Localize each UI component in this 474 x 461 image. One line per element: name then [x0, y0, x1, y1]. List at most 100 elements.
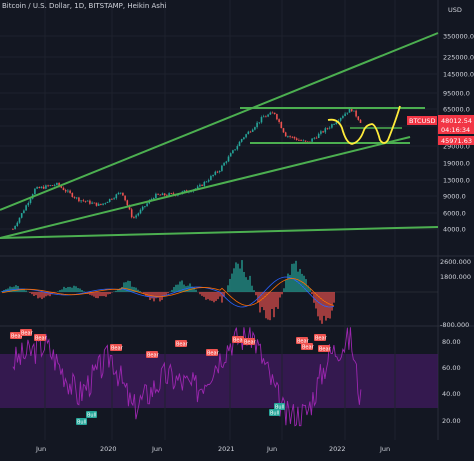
macd-bar — [81, 290, 82, 292]
candle-body — [160, 195, 162, 196]
candle-body — [281, 122, 283, 128]
macd-bar — [69, 287, 70, 292]
candle-body — [135, 215, 137, 217]
candle-body — [19, 218, 21, 223]
macd-bar — [329, 292, 330, 319]
candle-body — [155, 194, 157, 198]
candle-body — [261, 117, 263, 122]
macd-bar — [171, 290, 172, 292]
rsi-tick: 60.00 — [442, 364, 461, 372]
rsi-tick: 80.00 — [442, 338, 461, 346]
candle-body — [272, 113, 274, 114]
macd-bar — [59, 290, 60, 292]
candle-body — [122, 193, 124, 196]
macd-bar — [311, 292, 312, 294]
candle-body — [336, 122, 338, 124]
candle-body — [113, 198, 115, 199]
candle-body — [52, 185, 54, 186]
macd-bar — [253, 290, 254, 292]
candle-body — [300, 140, 302, 141]
candle-body — [212, 175, 214, 176]
candle-body — [36, 187, 38, 189]
macd-bar — [105, 292, 106, 297]
candle-body — [201, 185, 203, 186]
chart-title: Bitcoin / U.S. Dollar, 1D, BITSTAMP, Hei… — [2, 2, 166, 10]
candle-body — [17, 223, 19, 226]
candle-body — [318, 134, 320, 138]
bull-signal-label: Bull — [87, 413, 96, 419]
price-tick: 4000.0 — [443, 226, 466, 234]
candle-body — [320, 131, 322, 134]
candle-body — [283, 128, 285, 132]
macd-bar — [245, 277, 246, 292]
candle-body — [127, 200, 129, 205]
candle-body — [228, 157, 230, 162]
candle-body — [74, 197, 76, 198]
macd-bar — [215, 292, 216, 301]
bear-signal-label: Bear — [147, 353, 160, 359]
candle-body — [63, 188, 65, 190]
bear-signal-label: Bear — [244, 340, 257, 346]
candle-body — [210, 176, 212, 180]
candle-body — [223, 163, 225, 166]
macd-bar — [273, 292, 274, 317]
macd-bar — [321, 292, 322, 324]
candle-body — [263, 116, 265, 117]
macd-bar — [15, 285, 16, 292]
macd-bar — [31, 292, 32, 294]
time-label: Jun — [379, 445, 390, 453]
candle-body — [303, 141, 305, 142]
bear-signal-label: Bear — [21, 331, 34, 337]
macd-bar — [115, 291, 116, 292]
candle-body — [65, 190, 67, 191]
candle-body — [340, 118, 342, 121]
macd-bar — [301, 274, 302, 292]
candle-body — [311, 139, 313, 142]
price-tick: 350000.0 — [443, 33, 474, 41]
macd-bar — [247, 280, 248, 292]
macd-bar — [151, 292, 152, 298]
candle-body — [226, 161, 228, 162]
macd-bar — [77, 288, 78, 292]
time-label: 2020 — [100, 445, 117, 453]
countdown: 04:16:34 — [441, 126, 470, 134]
macd-bar — [231, 274, 232, 292]
price-tick: 65000.0 — [443, 106, 470, 114]
macd-bar — [165, 292, 166, 295]
time-label: Jun — [35, 445, 46, 453]
candle-body — [358, 116, 360, 119]
macd-bar — [39, 292, 40, 298]
candle-body — [54, 185, 56, 186]
macd-bar — [211, 292, 212, 301]
macd-bar — [331, 292, 332, 311]
candle-body — [164, 193, 166, 195]
candle-body — [109, 199, 111, 202]
candle-body — [298, 140, 300, 141]
candle-body — [34, 189, 36, 195]
candle-body — [270, 113, 272, 115]
macd-bar — [25, 290, 26, 292]
macd-bar — [73, 286, 74, 292]
bear-signal-label: Bear — [319, 347, 332, 353]
macd-bar — [123, 282, 124, 292]
macd-bar — [249, 276, 250, 292]
candle-body — [265, 116, 267, 117]
macd-bar — [287, 274, 288, 292]
macd-bar — [65, 288, 66, 292]
macd-bar — [97, 292, 98, 298]
candle-body — [89, 201, 91, 204]
candle-body — [157, 194, 159, 195]
price-tick: 145000.0 — [443, 71, 474, 79]
candle-body — [314, 138, 316, 139]
candle-body — [78, 198, 80, 202]
candle-body — [285, 132, 287, 136]
candle-body — [230, 153, 232, 156]
candle-body — [206, 182, 208, 183]
macd-bar — [149, 292, 150, 300]
macd-bar — [213, 292, 214, 302]
candle-body — [239, 142, 241, 146]
candle-body — [107, 202, 109, 203]
macd-bar — [237, 264, 238, 292]
